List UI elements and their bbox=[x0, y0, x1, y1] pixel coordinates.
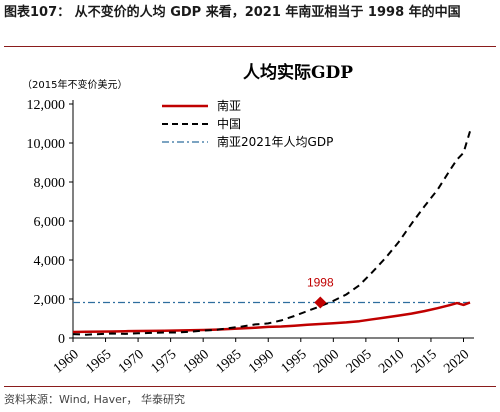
x-tick-label: 2015 bbox=[409, 347, 440, 376]
chart-title: 人均实际GDP bbox=[243, 62, 353, 83]
x-tick-label: 2020 bbox=[441, 347, 472, 376]
x-tick-label: 1980 bbox=[181, 347, 212, 376]
legend-label-south-asia: 南亚 bbox=[217, 98, 241, 113]
source-note: 资料来源：Wind, Haver， 华泰研究 bbox=[4, 393, 185, 406]
y-tick-label: 0 bbox=[58, 332, 65, 347]
x-tick-label: 2010 bbox=[376, 347, 407, 376]
annotation-label: 1998 bbox=[307, 276, 334, 290]
x-tick-label: 1965 bbox=[83, 347, 114, 376]
series-line-south_asia bbox=[72, 301, 471, 334]
x-tick-label: 2005 bbox=[344, 347, 375, 376]
x-tick-label: 1975 bbox=[148, 347, 179, 376]
y-tick-label: 6,000 bbox=[34, 215, 66, 230]
x-tick-label: 2000 bbox=[311, 347, 342, 376]
y-unit-label: （2015年不变价美元） bbox=[22, 78, 127, 91]
series-lines bbox=[72, 131, 471, 336]
legend-label-reference: 南亚2021年人均GDP bbox=[217, 134, 333, 149]
legend: 南亚 中国 南亚2021年人均GDP bbox=[162, 98, 333, 149]
x-tick-label: 1990 bbox=[246, 347, 277, 376]
legend-label-china: 中国 bbox=[217, 116, 241, 131]
series-line-china bbox=[72, 131, 471, 336]
x-tick-label: 1970 bbox=[116, 347, 147, 376]
y-tick-label: 2,000 bbox=[34, 293, 66, 308]
x-tick-label: 1985 bbox=[213, 347, 244, 376]
x-tick-label: 1960 bbox=[51, 347, 82, 376]
x-tick-label: 1995 bbox=[279, 347, 310, 376]
bottom-rule bbox=[4, 386, 496, 387]
y-tick-label: 10,000 bbox=[27, 137, 66, 152]
y-tick-label: 4,000 bbox=[34, 254, 66, 269]
annotation: 1998 bbox=[307, 276, 334, 309]
y-tick-label: 12,000 bbox=[27, 98, 66, 113]
annotation-marker bbox=[314, 296, 327, 309]
y-tick-label: 8,000 bbox=[34, 176, 66, 191]
figure-title: 图表107： 从不变价的人均 GDP 来看，2021 年南亚相当于 1998 年… bbox=[4, 5, 461, 20]
top-rule bbox=[4, 46, 496, 47]
